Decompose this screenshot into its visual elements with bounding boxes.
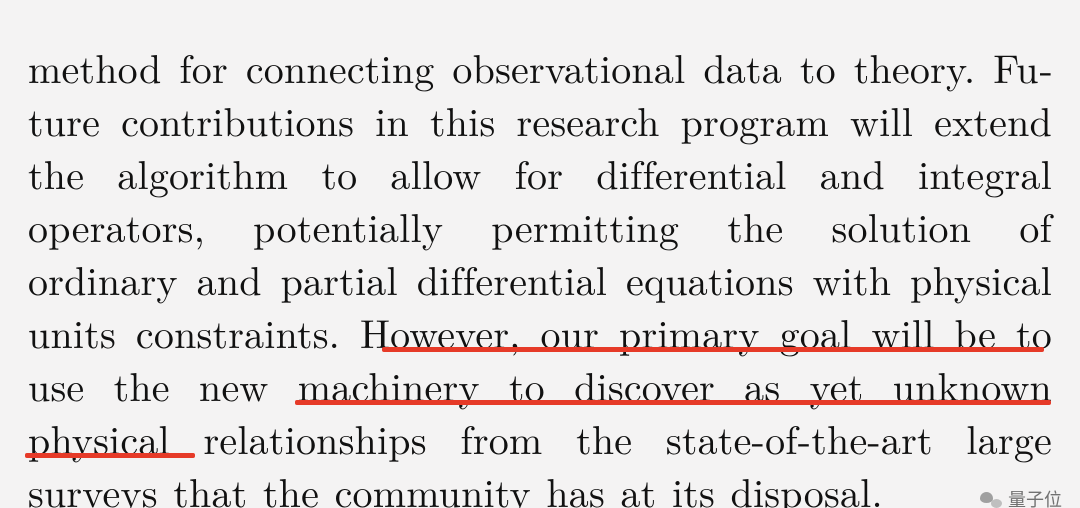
watermark-group: 量子位 php 中文网 — [963, 486, 1062, 508]
wechat-icon — [980, 490, 1002, 508]
body-paragraph: method for connecting observational data… — [28, 40, 1052, 508]
watermark-wechat: 量子位 — [980, 486, 1062, 508]
watermark-wechat-label: 量子位 — [1008, 486, 1062, 508]
annotation-underline-3 — [25, 453, 195, 458]
annotation-underline-1 — [382, 347, 1044, 352]
paper-excerpt: method for connecting observational data… — [0, 40, 1080, 508]
annotation-underline-2 — [295, 400, 1051, 405]
